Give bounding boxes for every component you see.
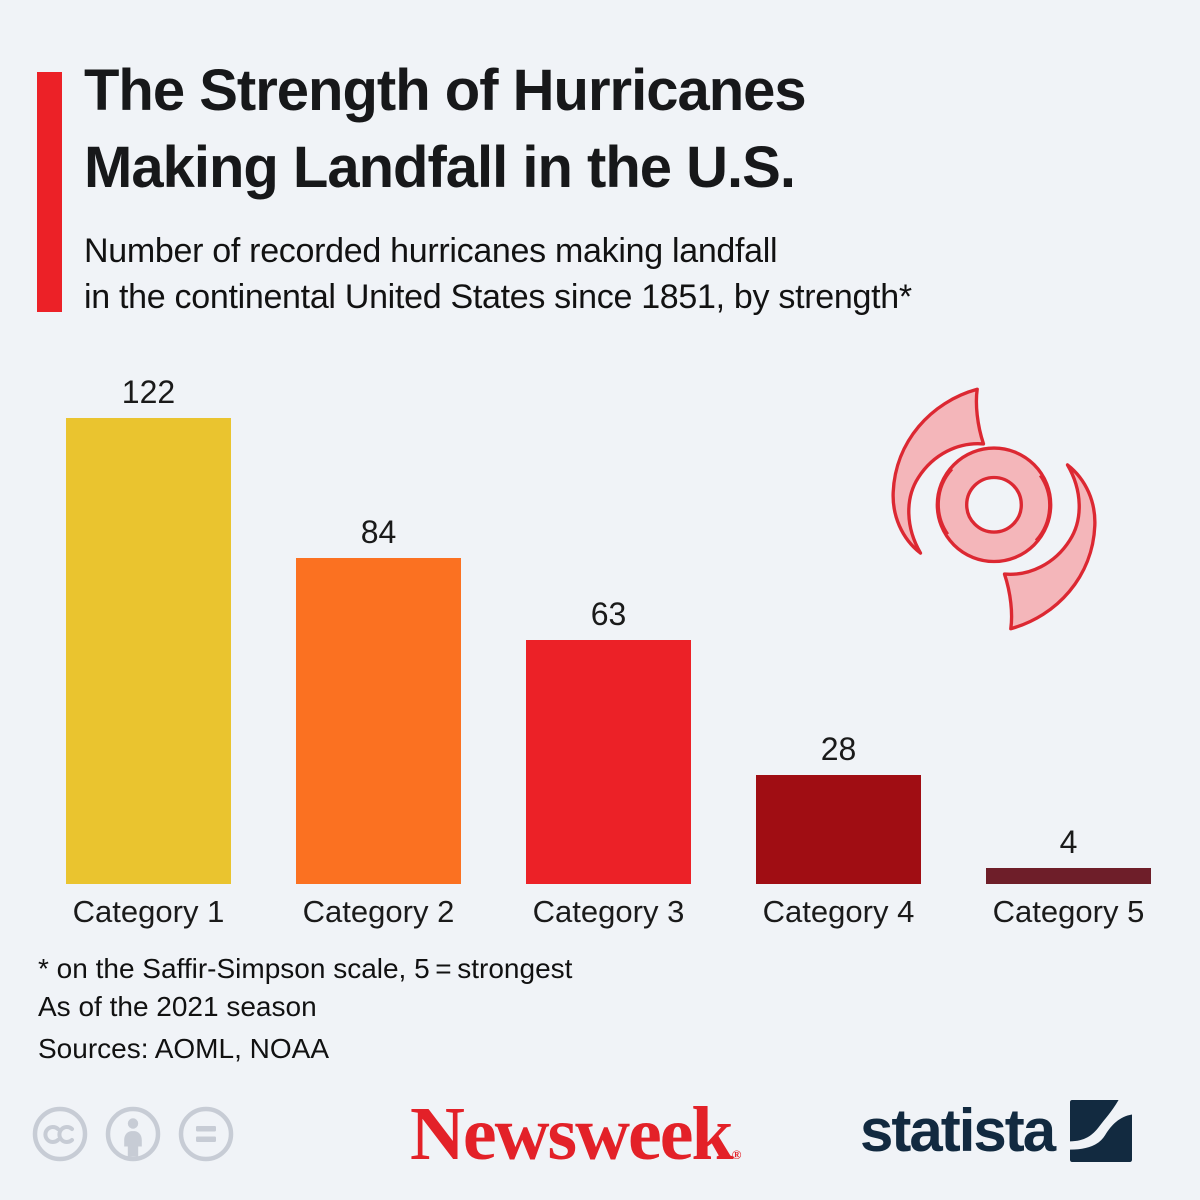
bar-category-label: Category 3 xyxy=(532,894,685,929)
footnote-scale: * on the Saffir-Simpson scale, 5 = stron… xyxy=(38,953,573,984)
bar-group: 122 Category 1 xyxy=(66,374,231,929)
bar-category-label: Category 2 xyxy=(302,894,455,929)
bar-category-4 xyxy=(756,775,921,884)
bar-category-1 xyxy=(66,418,231,884)
title-accent-bar xyxy=(37,72,62,312)
newsweek-logo-text: Newsweek xyxy=(410,1092,734,1176)
attribution-icon xyxy=(105,1106,161,1162)
bar-category-2 xyxy=(296,558,461,884)
chart-subtitle: Number of recorded hurricanes making lan… xyxy=(84,232,912,316)
equals-icon xyxy=(178,1106,234,1162)
bar-category-3 xyxy=(526,640,691,884)
cc-license-icon xyxy=(32,1106,88,1162)
bar-category-label: Category 1 xyxy=(72,894,225,929)
registered-mark: ® xyxy=(731,1147,742,1162)
bar-value-label: 4 xyxy=(1059,824,1078,860)
newsweek-logo: Newsweek® xyxy=(410,1096,741,1172)
bar-chart: 122 Category 1 84 Category 2 63 Category 3 28 C… xyxy=(66,374,1151,929)
hurricane-icon xyxy=(891,387,1097,631)
bar-category-label: Category 4 xyxy=(762,894,915,929)
bar-category-5 xyxy=(986,868,1151,884)
bar-group: 63 Category 3 xyxy=(526,376,691,929)
chart-title: The Strength of Hurricanes Making Landfa… xyxy=(84,58,807,200)
bar-value-label: 122 xyxy=(121,374,176,410)
bar-group: 4 Category 5 xyxy=(986,376,1151,929)
bar-value-label: 28 xyxy=(820,731,857,767)
bar-group: 28 Category 4 xyxy=(756,376,921,929)
bar-group: 84 Category 2 xyxy=(296,376,461,929)
cc-license-badges xyxy=(32,1106,234,1162)
bar-value-label: 84 xyxy=(360,514,397,550)
footnote-season: As of the 2021 season xyxy=(38,991,317,1022)
footnote-sources: Sources: AOML, NOAA xyxy=(38,1033,329,1064)
statista-swoosh-icon xyxy=(1070,1100,1133,1162)
statista-logo-text: statista xyxy=(860,1097,1056,1164)
statista-logo: statista xyxy=(860,1097,1133,1164)
bar-category-label: Category 5 xyxy=(992,894,1145,929)
bar-value-label: 63 xyxy=(590,596,627,632)
